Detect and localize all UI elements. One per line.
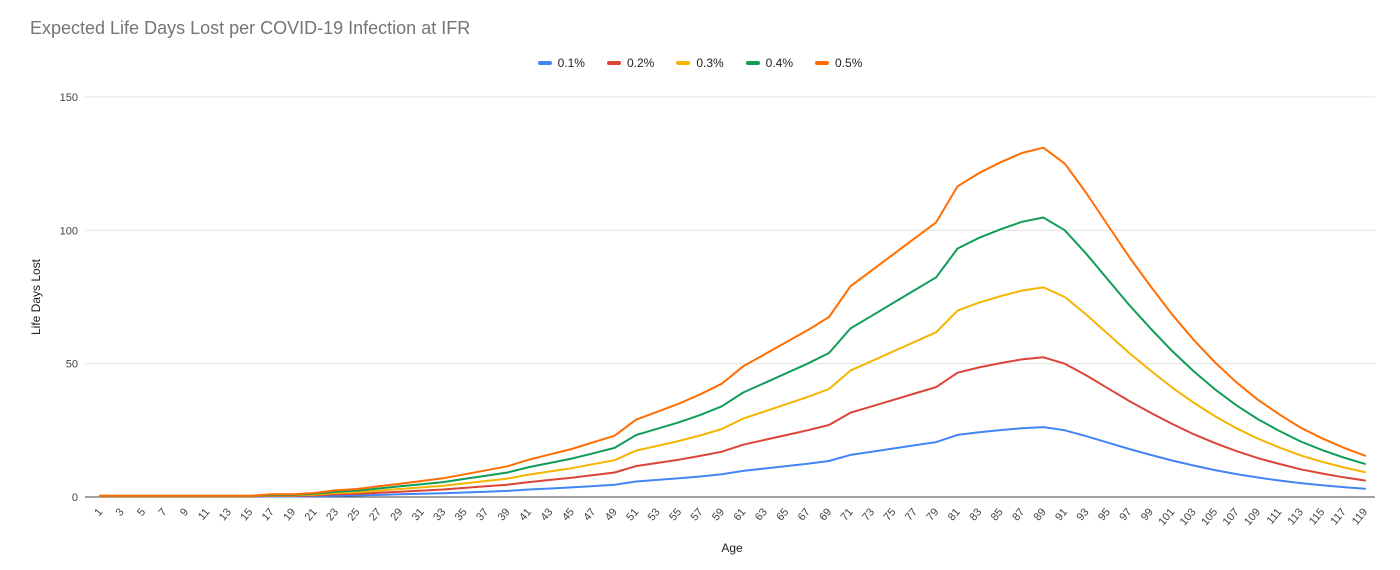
x-tick-label: 65 bbox=[774, 506, 791, 523]
series-line-0.5% bbox=[99, 146, 1366, 497]
x-tick-label: 93 bbox=[1075, 506, 1092, 523]
x-tick-label: 115 bbox=[1307, 506, 1327, 527]
x-tick-label: 41 bbox=[517, 506, 534, 523]
x-tick-label: 9 bbox=[178, 506, 191, 518]
x-tick-label: 105 bbox=[1199, 506, 1220, 528]
x-tick-label: 71 bbox=[839, 506, 856, 523]
x-tick-label: 73 bbox=[860, 506, 877, 523]
x-tick-label: 31 bbox=[410, 506, 427, 523]
legend-swatch bbox=[676, 61, 691, 65]
y-tick-label: 150 bbox=[60, 92, 78, 104]
x-tick-label: 99 bbox=[1139, 506, 1156, 523]
x-tick-label: 55 bbox=[667, 506, 684, 523]
x-tick-label: 117 bbox=[1328, 506, 1348, 527]
x-tick-label: 89 bbox=[1032, 506, 1049, 523]
x-tick-label: 37 bbox=[474, 506, 491, 523]
x-tick-label: 23 bbox=[324, 506, 341, 523]
x-tick-label: 109 bbox=[1242, 506, 1263, 528]
x-tick-label: 49 bbox=[603, 506, 620, 523]
legend-swatch bbox=[606, 61, 621, 65]
x-tick-label: 111 bbox=[1265, 506, 1285, 527]
x-tick-label: 87 bbox=[1010, 506, 1027, 523]
y-axis-title: Life Days Lost bbox=[29, 258, 43, 336]
legend-label: 0.3% bbox=[696, 56, 724, 70]
x-tick-label: 59 bbox=[710, 506, 727, 523]
x-tick-label: 13 bbox=[217, 506, 234, 523]
x-tick-label: 39 bbox=[496, 506, 513, 523]
series-line-0.4% bbox=[99, 216, 1366, 497]
x-tick-label: 95 bbox=[1096, 506, 1113, 523]
legend-item-0.1%: 0.1% bbox=[537, 56, 585, 70]
x-tick-label: 47 bbox=[581, 506, 598, 523]
legend-label: 0.1% bbox=[557, 56, 585, 70]
x-tick-label: 57 bbox=[689, 506, 706, 523]
x-tick-label: 81 bbox=[946, 506, 963, 523]
x-tick-label: 19 bbox=[281, 506, 298, 523]
x-tick-label: 97 bbox=[1117, 506, 1134, 523]
x-tick-label: 43 bbox=[538, 506, 555, 523]
x-tick-label: 7 bbox=[156, 506, 169, 518]
x-tick-label: 33 bbox=[431, 506, 448, 523]
y-tick-label: 50 bbox=[66, 359, 78, 371]
legend-label: 0.5% bbox=[835, 56, 863, 70]
x-tick-label: 67 bbox=[796, 506, 813, 523]
legend-swatch bbox=[745, 61, 760, 65]
x-tick-label: 35 bbox=[453, 506, 470, 523]
x-tick-label: 103 bbox=[1178, 506, 1199, 528]
x-tick-label: 83 bbox=[967, 506, 984, 523]
x-tick-label: 21 bbox=[303, 506, 320, 523]
x-tick-label: 5 bbox=[135, 506, 148, 518]
legend-swatch bbox=[815, 61, 830, 65]
x-tick-label: 113 bbox=[1286, 506, 1306, 527]
legend-item-0.4%: 0.4% bbox=[745, 56, 794, 70]
legend-item-0.5%: 0.5% bbox=[815, 56, 862, 70]
legend-label: 0.2% bbox=[626, 56, 655, 70]
x-tick-label: 101 bbox=[1156, 506, 1177, 528]
x-tick-label: 27 bbox=[367, 506, 384, 523]
x-tick-label: 29 bbox=[388, 506, 405, 523]
x-tick-label: 17 bbox=[260, 506, 277, 523]
x-axis-title: Age bbox=[721, 541, 743, 555]
x-tick-label: 85 bbox=[989, 506, 1006, 523]
legend-item-0.2%: 0.2% bbox=[606, 56, 655, 70]
legend: 0.1% 0.2% 0.3% 0.4% 0.5% bbox=[0, 56, 1400, 70]
series-line-0.2% bbox=[99, 356, 1366, 498]
legend-swatch bbox=[537, 61, 552, 65]
x-tick-label: 79 bbox=[924, 506, 941, 523]
x-tick-label: 53 bbox=[646, 506, 663, 523]
x-tick-label: 3 bbox=[114, 506, 127, 518]
x-tick-label: 119 bbox=[1350, 506, 1370, 527]
x-tick-label: 1 bbox=[92, 506, 105, 518]
x-tick-label: 25 bbox=[346, 506, 363, 523]
x-tick-label: 11 bbox=[196, 506, 213, 522]
x-tick-label: 77 bbox=[903, 506, 920, 523]
y-tick-label: 100 bbox=[60, 225, 78, 237]
x-tick-label: 61 bbox=[731, 506, 748, 523]
x-tick-label: 51 bbox=[624, 506, 641, 523]
series-line-0.1% bbox=[99, 426, 1366, 498]
y-tick-label: 0 bbox=[72, 492, 78, 504]
legend-item-0.3%: 0.3% bbox=[676, 56, 724, 70]
x-tick-label: 91 bbox=[1053, 506, 1070, 523]
x-tick-label: 69 bbox=[817, 506, 834, 523]
x-tick-label: 45 bbox=[560, 506, 577, 523]
x-tick-label: 75 bbox=[882, 506, 899, 523]
x-tick-label: 15 bbox=[238, 506, 255, 523]
x-tick-label: 63 bbox=[753, 506, 770, 523]
x-tick-label: 107 bbox=[1221, 506, 1242, 528]
legend-label: 0.4% bbox=[765, 56, 794, 70]
chart-title: Expected Life Days Lost per COVID-19 Inf… bbox=[30, 18, 471, 38]
